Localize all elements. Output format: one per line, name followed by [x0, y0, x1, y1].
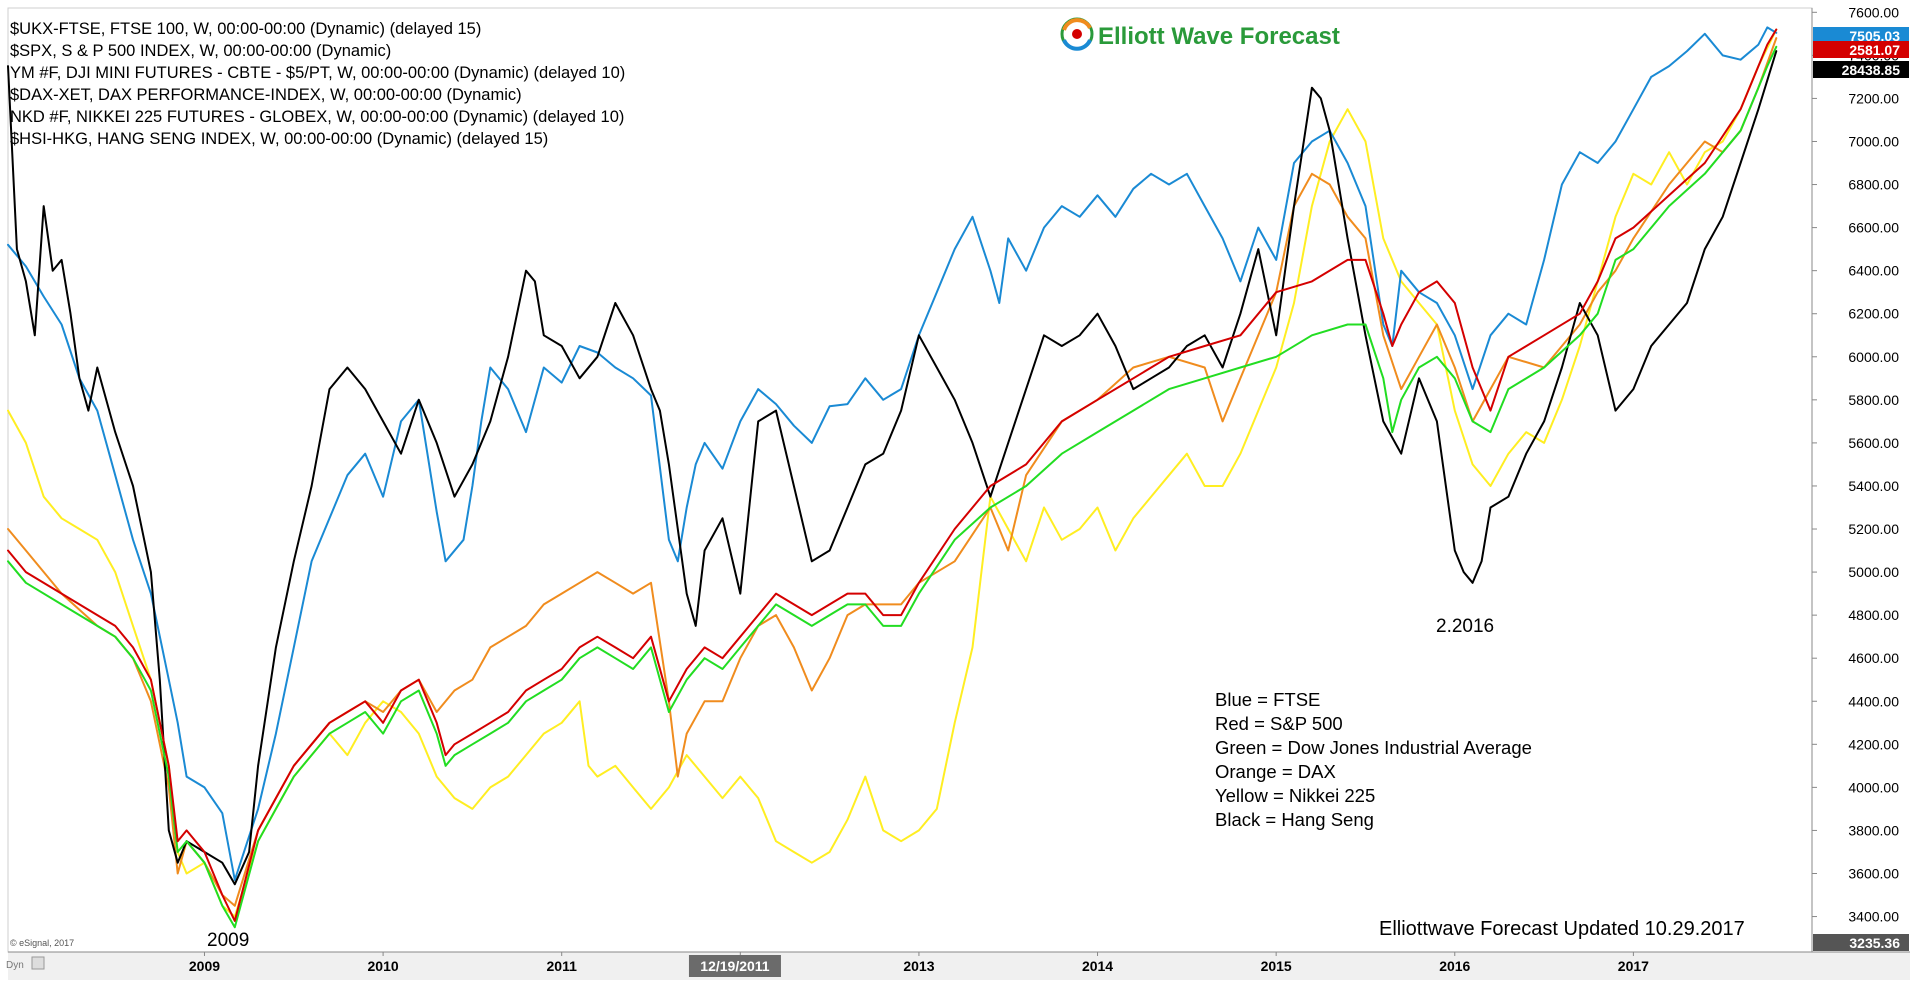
series-line-hsi	[7, 50, 1778, 886]
legend-line-hsi: Black = Hang Seng	[1215, 809, 1374, 830]
series-line-dji	[7, 45, 1778, 929]
y-tick-label: 6600.00	[1848, 220, 1899, 236]
dyn-label: Dyn	[6, 960, 24, 971]
y-tick-label: 4600.00	[1848, 650, 1899, 666]
legend-line-ftse: Blue = FTSE	[1215, 689, 1320, 710]
plot-area	[7, 7, 1813, 953]
y-tick-label: 3600.00	[1848, 865, 1899, 881]
color-legend: Blue = FTSE Red = S&P 500 Green = Dow Jo…	[1215, 689, 1532, 830]
symbol-header: $UKX-FTSE, FTSE 100, W, 00:00-00:00 (Dyn…	[10, 20, 625, 148]
symbol-line-ftse: $UKX-FTSE, FTSE 100, W, 00:00-00:00 (Dyn…	[10, 20, 481, 38]
x-tick-label: 2013	[903, 958, 934, 974]
y-tick-label: 7600.00	[1848, 4, 1899, 20]
y-tick-label: 5800.00	[1848, 392, 1899, 408]
symbol-line-hsi: $HSI-HKG, HANG SENG INDEX, W, 00:00-00:0…	[10, 130, 548, 148]
series-line-ftse	[7, 26, 1778, 881]
time-axis-panel	[8, 952, 1910, 980]
price-axis-panel	[1812, 8, 1910, 952]
updated-note: Elliottwave Forecast Updated 10.29.2017	[1379, 918, 1745, 940]
y-tick-label: 3800.00	[1848, 822, 1899, 838]
y-tick-label: 6800.00	[1848, 177, 1899, 193]
x-tick-label: 2017	[1618, 958, 1649, 974]
x-tick-label: 2015	[1261, 958, 1292, 974]
y-tick-label: 5600.00	[1848, 435, 1899, 451]
symbol-line-spx: $SPX, S & P 500 INDEX, W, 00:00-00:00 (D…	[10, 42, 391, 60]
y-tick-label: 4000.00	[1848, 779, 1899, 795]
y-tick-label: 4800.00	[1848, 607, 1899, 623]
y-tick-label: 7200.00	[1848, 90, 1899, 106]
price-label-bg-spx	[1813, 41, 1909, 58]
y-tick-label: 4200.00	[1848, 736, 1899, 752]
y-tick-label: 4400.00	[1848, 693, 1899, 709]
price-label-spx: 2581.07	[1849, 42, 1900, 58]
symbol-line-nikkei: NKD #F, NIKKEI 225 FUTURES - GLOBEX, W, …	[10, 108, 624, 126]
y-tick-label: 5200.00	[1848, 521, 1899, 537]
y-tick-label: 5000.00	[1848, 564, 1899, 580]
y-tick-label: 7000.00	[1848, 133, 1899, 149]
brand-logo: Elliott Wave Forecast	[1060, 17, 1340, 51]
cursor-date-label: 12/19/2011	[700, 958, 770, 974]
series-line-spx	[7, 28, 1778, 922]
x-tick-label: 2010	[368, 958, 399, 974]
legend-line-dax: Orange = DAX	[1215, 761, 1336, 782]
price-label-bg-low	[1813, 934, 1909, 951]
x-tick-label: 2014	[1082, 958, 1113, 974]
price-label-hsi: 28438.85	[1842, 62, 1901, 78]
logo-text: Elliott Wave Forecast	[1098, 23, 1340, 50]
series-layer	[7, 26, 1778, 929]
cursor-date-box: 12/19/2011	[688, 955, 781, 977]
y-tick-label: 6200.00	[1848, 306, 1899, 322]
copyright-text: © eSignal, 2017	[10, 938, 74, 948]
dyn-toggle-icon[interactable]	[31, 956, 45, 970]
y-tick-label: 3400.00	[1848, 909, 1899, 925]
price-label-bg-hsi	[1813, 61, 1909, 78]
legend-line-nikkei: Yellow = Nikkei 225	[1215, 785, 1375, 806]
cursor-date-bg	[688, 955, 781, 977]
symbol-line-dji: YM #F, DJI MINI FUTURES - CBTE - $5/PT, …	[10, 64, 625, 82]
x-tick-label: 2011	[547, 958, 578, 974]
x-tick-label: 2009	[189, 958, 220, 974]
price-label-ftse: 7505.03	[1849, 28, 1900, 44]
price-label-bg-ftse	[1813, 27, 1909, 44]
annotation-2016-low: 2.2016	[1436, 616, 1494, 637]
price-label-low: 3235.36	[1849, 935, 1900, 951]
x-tick-label: 2016	[1439, 958, 1470, 974]
y-tick-label: 6000.00	[1848, 349, 1899, 365]
y-tick-label: 6400.00	[1848, 263, 1899, 279]
legend-line-spx: Red = S&P 500	[1215, 713, 1343, 734]
y-axis-ticks: 3400.00 3600.00 3800.00 4000.00 4200.00 4400.…	[1812, 4, 1899, 925]
y-tick-label: 5400.00	[1848, 478, 1899, 494]
logo-swirl-icon	[1060, 17, 1094, 51]
legend-line-dji: Green = Dow Jones Industrial Average	[1215, 737, 1532, 758]
symbol-line-dax: $DAX-XET, DAX PERFORMANCE-INDEX, W, 00:0…	[10, 86, 522, 104]
annotation-2009-low: 2009	[207, 930, 249, 951]
